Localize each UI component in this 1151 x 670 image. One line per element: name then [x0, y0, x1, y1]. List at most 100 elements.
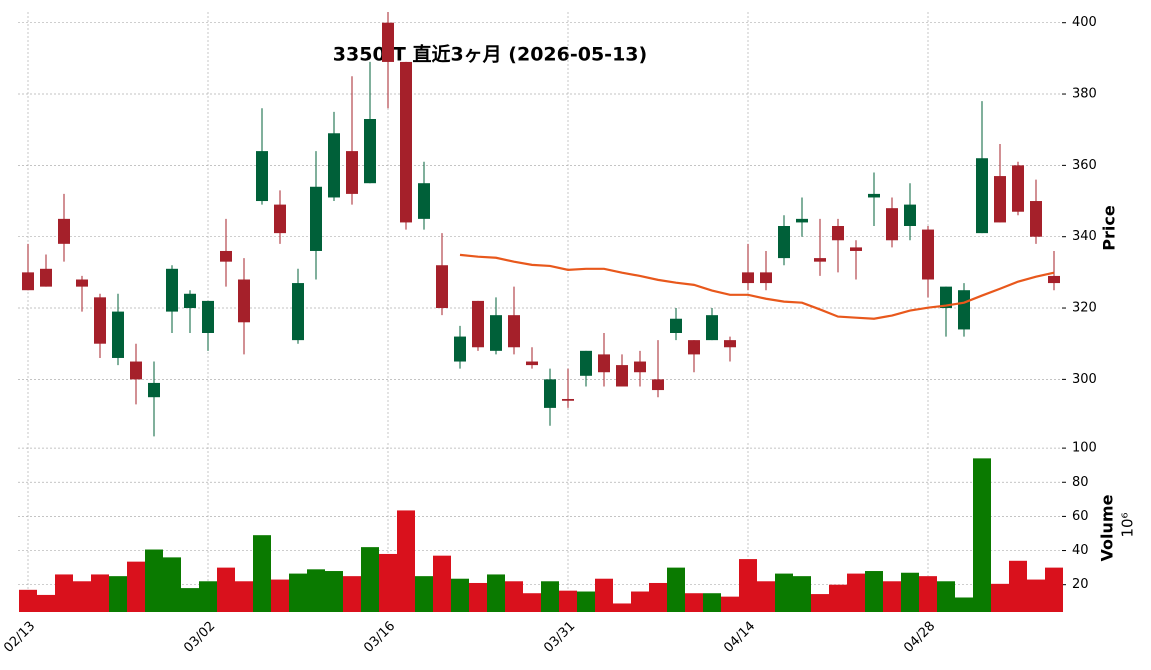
- y-tick-label: 400: [1072, 15, 1097, 30]
- candle-body: [148, 382, 160, 398]
- volume-bar: [523, 593, 541, 612]
- candle-body: [274, 204, 286, 234]
- candle-body: [292, 283, 304, 341]
- candle-body: [670, 318, 682, 333]
- candle-body: [418, 183, 430, 219]
- volume-bar: [937, 581, 955, 612]
- candle-body: [490, 315, 502, 351]
- volume-bar: [91, 574, 109, 612]
- volume-bar: [145, 549, 163, 612]
- volume-bar: [181, 588, 199, 612]
- volume-bar: [415, 576, 433, 612]
- candle-body: [58, 218, 70, 244]
- volume-bar: [1045, 567, 1063, 612]
- volume-bar: [307, 569, 325, 612]
- volume-bar: [469, 582, 487, 612]
- volume-bar: [577, 591, 595, 612]
- volume-bar: [55, 574, 73, 612]
- volume-bar: [811, 594, 829, 612]
- candle-body: [184, 293, 196, 309]
- candle-body: [454, 336, 466, 362]
- volume-bar: [991, 583, 1009, 612]
- volume-bar: [649, 582, 667, 612]
- volume-bar: [595, 578, 613, 612]
- candle-body: [1030, 201, 1042, 237]
- volume-scale-label: 10⁶: [1119, 512, 1137, 537]
- candle-body: [94, 297, 106, 344]
- candle-body: [436, 265, 448, 309]
- x-tick-label: 04/28: [901, 619, 938, 656]
- candle-body: [76, 279, 88, 287]
- candle-body: [814, 258, 826, 262]
- candle-body: [382, 22, 394, 62]
- candle-body: [346, 151, 358, 194]
- volume-bar: [793, 576, 811, 612]
- candle-body: [994, 176, 1006, 223]
- candle-body: [958, 290, 970, 330]
- y-tick-label: 40: [1072, 543, 1089, 558]
- x-tick-label: 03/31: [541, 619, 578, 656]
- candle-body: [976, 158, 988, 234]
- candle-body: [688, 340, 700, 355]
- volume-bar: [667, 567, 685, 612]
- y-tick-label: 60: [1072, 509, 1089, 524]
- volume-bar: [973, 458, 991, 612]
- candle-body: [724, 340, 736, 348]
- x-tick-label: 04/14: [721, 619, 758, 656]
- y-tick-label: 300: [1072, 372, 1097, 387]
- y-tick-label: 360: [1072, 158, 1097, 173]
- volume-bar: [703, 593, 721, 612]
- candle-body: [634, 361, 646, 373]
- volume-bar: [1027, 579, 1045, 612]
- volume-bar: [541, 581, 559, 612]
- volume-bar: [253, 535, 271, 612]
- candle-body: [544, 379, 556, 408]
- candle-body: [868, 193, 880, 198]
- y-tick-label: 320: [1072, 301, 1097, 316]
- candle-body: [22, 272, 34, 291]
- volume-bar: [271, 579, 289, 612]
- volume-bar: [901, 572, 919, 612]
- candle-body: [400, 61, 412, 223]
- candle-body: [832, 226, 844, 241]
- candle-body: [778, 226, 790, 259]
- candle-body: [1012, 165, 1024, 212]
- volume-bar: [919, 576, 937, 612]
- volume-bar: [325, 571, 343, 612]
- volume-bar: [199, 581, 217, 612]
- candle-body: [40, 268, 52, 287]
- candle-body: [580, 350, 592, 376]
- candle-body: [130, 361, 142, 380]
- volume-bar: [163, 557, 181, 612]
- volume-bar: [739, 559, 757, 612]
- volume-bar: [451, 578, 469, 612]
- volume-bar: [721, 596, 739, 612]
- y-tick-label: 20: [1072, 577, 1089, 592]
- candle-body: [112, 311, 124, 358]
- price-axis-label: Price: [1100, 205, 1119, 251]
- volume-bar: [343, 576, 361, 612]
- volume-bar: [829, 584, 847, 612]
- volume-bar: [847, 573, 865, 612]
- volume-bar: [505, 581, 523, 612]
- candle-body: [508, 315, 520, 348]
- volume-bar: [487, 574, 505, 612]
- candle-body: [1048, 275, 1060, 284]
- candle-body: [526, 361, 538, 366]
- candle-body: [850, 247, 862, 251]
- volume-bar: [379, 553, 397, 612]
- volume-bar: [289, 573, 307, 612]
- candle-body: [886, 208, 898, 241]
- x-tick-label: 03/02: [181, 619, 218, 656]
- candle-body: [796, 218, 808, 223]
- candle-body: [652, 379, 664, 391]
- candle-body: [940, 286, 952, 309]
- candle-body: [328, 133, 340, 198]
- volume-axis-label: Volume: [1098, 494, 1117, 561]
- candle-body: [922, 229, 934, 280]
- candle-body: [760, 272, 772, 284]
- volume-bar: [613, 603, 631, 612]
- candle-body: [472, 300, 484, 348]
- volume-bar: [559, 590, 577, 612]
- volume-bar: [109, 576, 127, 612]
